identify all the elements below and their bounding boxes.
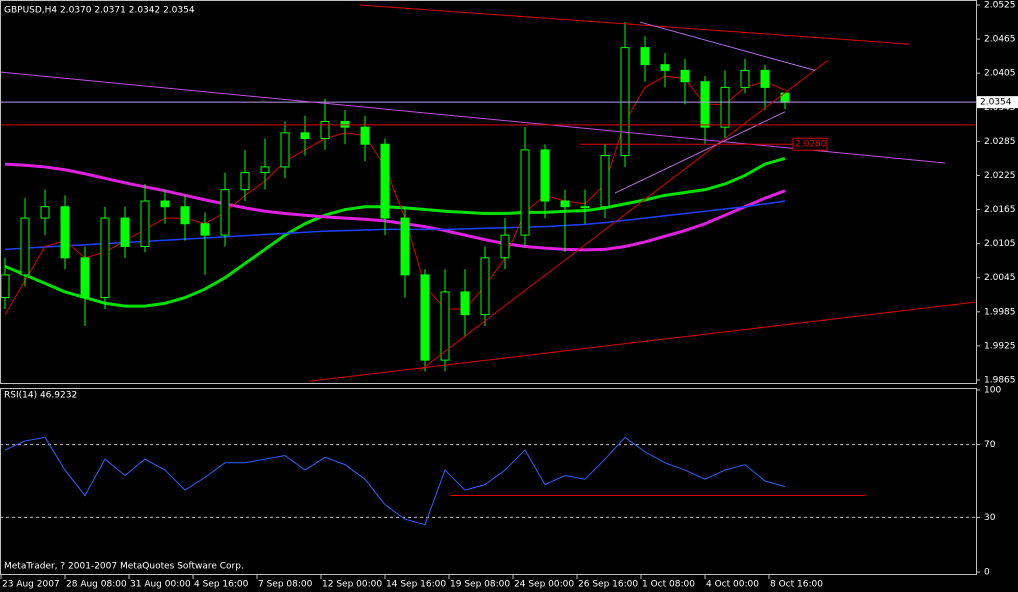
y-tick-label: 0 — [984, 568, 990, 578]
y-tick-label: 2.0225 — [984, 171, 1016, 181]
candle-body — [680, 69, 690, 83]
y-tick-label: 30 — [984, 513, 996, 523]
y-tick-label: 2.0465 — [984, 35, 1016, 45]
candle-body — [640, 47, 650, 66]
y-tick-label: 2.0045 — [984, 273, 1016, 283]
moving-average — [4, 75, 786, 315]
candle-body — [20, 217, 30, 276]
candle-body — [120, 217, 130, 247]
y-tick-label: 1.9985 — [984, 307, 1016, 317]
x-tick-label: 4 Sep 16:00 — [194, 580, 249, 590]
candle-body — [460, 291, 470, 316]
y-tick-label: 70 — [984, 440, 996, 450]
y-tick-label: 2.0105 — [984, 239, 1016, 249]
candle-body — [520, 149, 530, 236]
candle-body — [380, 143, 390, 219]
y-tick-label: 1.9865 — [984, 376, 1016, 386]
candle-body — [480, 257, 490, 316]
y-tick-label: 2.0165 — [984, 205, 1016, 215]
candle-body — [220, 189, 230, 236]
candle-body — [340, 120, 350, 128]
rsi-plot: MetaTrader, ? 2001-2007 MetaQuotes Softw… — [1, 391, 976, 572]
level-box — [792, 137, 828, 151]
candle-body — [1, 274, 10, 299]
candle-body — [400, 217, 410, 276]
candle-body — [760, 69, 770, 88]
panel-title: GBPUSD,H4 2.0370 2.0371 2.0342 2.0354 — [4, 6, 195, 16]
candle-body — [140, 200, 150, 247]
x-tick-label: 12 Sep 00:00 — [322, 580, 382, 590]
candle-body — [240, 172, 250, 191]
trend-line — [1, 71, 946, 164]
candle-body — [360, 126, 370, 145]
price-panel-frame — [0, 0, 977, 384]
x-tick-label: 7 Sep 08:00 — [258, 580, 313, 590]
current-price-label: 2.0354 — [980, 98, 1012, 108]
trend-line — [419, 59, 829, 371]
y-tick-label: 2.0525 — [984, 1, 1016, 11]
candle-body — [600, 155, 610, 208]
candle-body — [720, 86, 730, 128]
trend-line — [614, 111, 786, 194]
candle-body — [560, 200, 570, 208]
candle-body — [500, 234, 510, 259]
y-tick-label: 2.0405 — [984, 69, 1016, 79]
level-label: 2.0280 — [795, 140, 827, 150]
candle-body — [60, 206, 70, 259]
x-tick-label: 1 Oct 08:00 — [642, 580, 695, 590]
candle-body — [580, 206, 590, 209]
current-price-box — [977, 96, 1018, 109]
x-tick-label: 4 Oct 00:00 — [706, 580, 759, 590]
candle-body — [320, 120, 330, 140]
x-tick-label: 8 Oct 16:00 — [770, 580, 823, 590]
y-tick-label: 1.9925 — [984, 341, 1016, 351]
moving-average — [4, 156, 786, 308]
x-tick-label: 28 Aug 08:00 — [66, 580, 127, 590]
trend-line — [359, 4, 911, 45]
moving-average — [4, 200, 786, 251]
candle-body — [160, 200, 170, 208]
price-plot: 2.0280 GBPUSD,H4 2.0370 2.0371 2.0342 2.0… — [1, 4, 976, 382]
footer: MetaTrader, ? 2001-2007 MetaQuotes Softw… — [4, 562, 244, 572]
trend-line — [309, 301, 976, 382]
candle-body — [300, 132, 310, 140]
x-tick-label: 24 Sep 00:00 — [514, 580, 574, 590]
panel-title: RSI(14) 46.9232 — [4, 391, 77, 401]
candle-body — [740, 69, 750, 88]
candle-body — [660, 64, 670, 71]
candle-body — [700, 81, 710, 128]
x-tick-label: 14 Sep 16:00 — [386, 580, 446, 590]
x-tick-label: 31 Aug 00:00 — [130, 580, 191, 590]
candle-body — [40, 206, 50, 219]
rsi-line — [4, 436, 786, 526]
candle-body — [260, 166, 270, 174]
moving-average — [4, 162, 786, 252]
candle-body — [620, 47, 630, 157]
candle-body — [80, 257, 90, 299]
y-tick-label: 2.0285 — [984, 137, 1016, 147]
candle-body — [180, 206, 190, 225]
y-tick-label: 100 — [984, 386, 1001, 396]
candle-body — [100, 217, 110, 299]
x-tick-label: 26 Sep 16:00 — [578, 580, 638, 590]
candle-body — [280, 132, 290, 168]
rsi-panel-frame — [0, 388, 977, 575]
candle-body — [420, 274, 430, 361]
candle-body — [540, 149, 550, 202]
x-tick-label: 19 Sep 08:00 — [450, 580, 510, 590]
x-tick-label: 23 Aug 2007 — [2, 580, 60, 590]
candle-body — [200, 223, 210, 236]
trend-line — [639, 21, 816, 71]
candle-body — [440, 291, 450, 361]
